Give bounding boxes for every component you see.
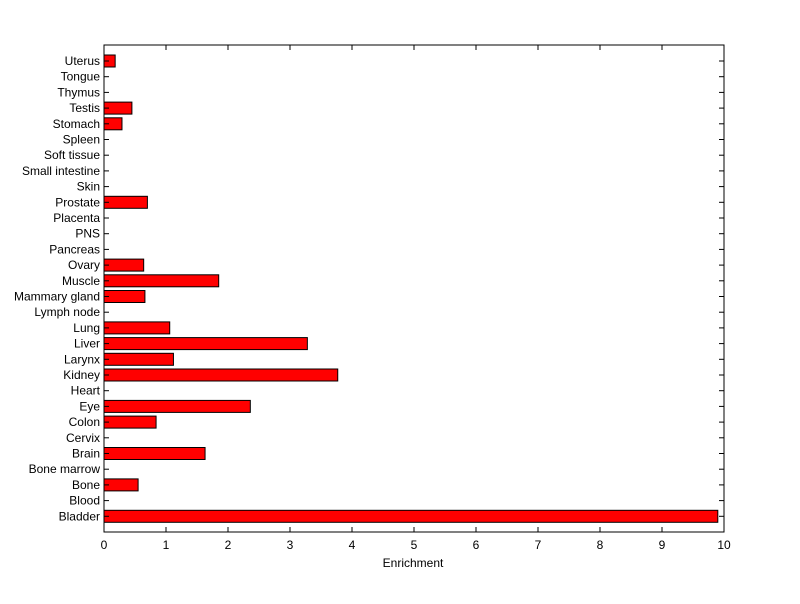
bar-bone [103, 478, 139, 492]
y-tick-label-tongue: Tongue [61, 70, 101, 84]
y-tick-label-larynx: Larynx [64, 352, 100, 366]
y-tick-label-muscle: Muscle [62, 274, 100, 288]
y-tick-label-bone: Bone [72, 478, 100, 492]
y-tick-label-thymus: Thymus [57, 85, 100, 99]
x-tick-label-5: 5 [411, 538, 418, 552]
bar-brain [103, 447, 206, 460]
x-tick-label-6: 6 [473, 538, 480, 552]
x-tick-label-8: 8 [597, 538, 604, 552]
y-tick-label-pns: PNS [75, 227, 100, 241]
y-tick-label-skin: Skin [77, 180, 100, 194]
bar-ovary [103, 258, 145, 272]
bar-larynx [103, 352, 174, 366]
y-tick-label-prostate: Prostate [55, 195, 100, 209]
y-tick-label-blood: Blood [69, 494, 100, 508]
y-tick-label-small-intestine: Small intestine [22, 164, 100, 178]
y-tick-label-ovary: Ovary [68, 258, 100, 272]
y-tick-label-pancreas: Pancreas [49, 242, 100, 256]
x-tick-label-10: 10 [717, 538, 731, 552]
x-tick-label-2: 2 [225, 538, 232, 552]
y-tick-label-soft-tissue: Soft tissue [44, 148, 100, 162]
bar-colon [103, 415, 157, 429]
y-tick-label-placenta: Placenta [53, 211, 100, 225]
x-tick-label-9: 9 [659, 538, 666, 552]
bar-prostate [103, 195, 148, 209]
y-tick-label-eye: Eye [79, 399, 100, 413]
x-axis-label: Enrichment [383, 556, 444, 570]
bar-liver [103, 337, 308, 351]
bar-kidney [103, 368, 339, 382]
x-tick-label-1: 1 [163, 538, 170, 552]
y-tick-label-stomach: Stomach [53, 117, 100, 131]
y-tick-label-spleen: Spleen [63, 133, 100, 147]
x-tick-label-3: 3 [287, 538, 294, 552]
ticks [103, 45, 725, 532]
bar-lung [103, 321, 171, 335]
y-tick-label-uterus: Uterus [65, 54, 100, 68]
bar-mammary-gland [103, 290, 146, 303]
y-tick-label-lung: Lung [73, 321, 100, 335]
x-tick-label-4: 4 [349, 538, 356, 552]
y-tick-label-heart: Heart [71, 384, 101, 398]
x-tick-label-0: 0 [101, 538, 108, 552]
y-tick-label-colon: Colon [69, 415, 100, 429]
bar-bladder [103, 509, 719, 523]
y-tick-label-brain: Brain [72, 447, 100, 461]
bar-muscle [103, 274, 220, 288]
y-tick-label-testis: Testis [69, 101, 100, 115]
bars [103, 54, 719, 523]
y-tick-label-mammary-gland: Mammary gland [14, 290, 100, 304]
bar-eye [103, 399, 251, 413]
y-tick-label-lymph-node: Lymph node [34, 305, 100, 319]
y-tick-label-liver: Liver [74, 337, 100, 351]
x-tick-label-7: 7 [535, 538, 542, 552]
y-tick-label-kidney: Kidney [63, 368, 100, 382]
y-tick-label-bone-marrow: Bone marrow [29, 462, 101, 476]
y-tick-label-cervix: Cervix [66, 431, 100, 445]
y-tick-label-bladder: Bladder [59, 509, 100, 523]
